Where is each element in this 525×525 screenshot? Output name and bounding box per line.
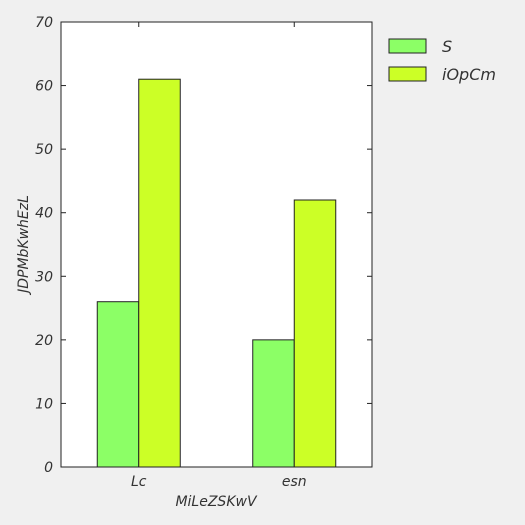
y-tick-label: 50 [35,142,53,158]
x-axis-label: MiLeZSKwV [175,494,257,510]
y-tick-label: 20 [35,333,53,349]
y-tick-label: 60 [35,79,53,95]
bar-S-esn [252,339,295,468]
legend-swatch-iOpCm [388,66,427,82]
y-tick-label: 10 [35,396,53,412]
y-tick-label: 0 [44,460,53,476]
bars [96,78,337,468]
x-tick-label: esn [282,474,307,490]
y-axis-label: JDPMbKwhEzL [16,195,32,296]
x-tick-label: Lc [131,474,147,490]
y-axis: 0 10 20 30 40 50 60 70 [35,15,372,476]
x-axis: Lc esn [131,22,307,490]
bar-iOpCm-esn [293,199,337,468]
y-tick-label: 40 [35,206,53,222]
y-tick-label: 70 [35,15,53,31]
bar-S-Lc [96,301,140,468]
legend-swatch-S [388,38,427,54]
legend-label: S [442,37,452,56]
legend-label: iOpCm [442,65,496,84]
y-tick-label: 30 [35,269,53,285]
plot-frame [60,21,373,468]
bar-iOpCm-Lc [138,78,181,468]
